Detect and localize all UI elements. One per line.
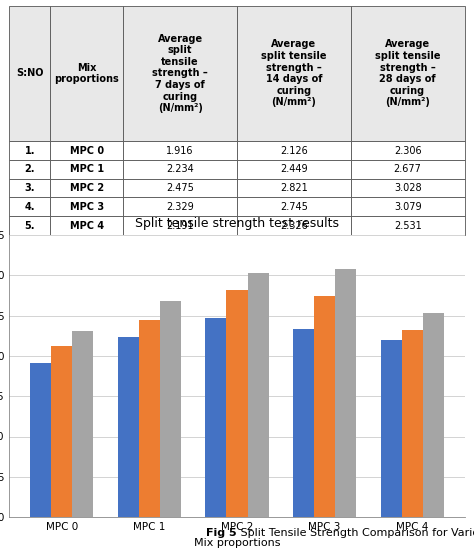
Title: Split tensile strength test results: Split tensile strength test results [135,217,339,229]
Bar [247,273,269,517]
Text: Fig 5: Fig 5 [206,528,237,538]
Bar [293,329,314,517]
Bar [314,296,335,517]
Bar [72,331,93,517]
Bar [402,330,423,517]
Bar [205,318,227,517]
Bar [30,363,51,517]
Bar [51,346,72,517]
Bar [335,269,356,517]
Text: Split Tensile Strength Comparison for Various Mix Proportions: Split Tensile Strength Comparison for Va… [237,528,474,538]
X-axis label: Mix proportions: Mix proportions [194,537,280,547]
Bar [381,340,402,517]
Bar [423,313,444,517]
Bar [139,320,160,517]
Bar [227,290,247,517]
Bar [160,301,181,517]
Bar [118,337,139,517]
